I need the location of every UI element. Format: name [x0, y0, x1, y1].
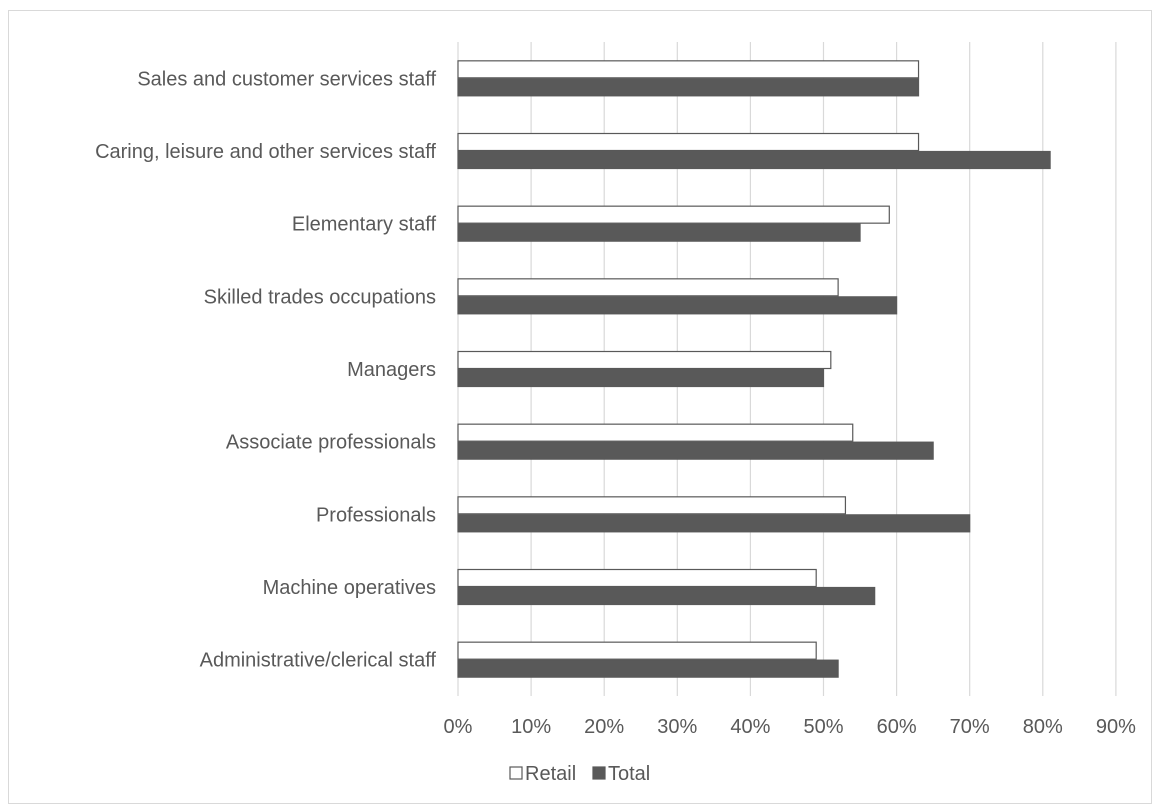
bar-total [457, 659, 839, 678]
bar-retail [457, 278, 839, 297]
bar-retail [457, 423, 854, 442]
bars [457, 60, 1051, 678]
legend-label: Total [608, 763, 650, 785]
legend-swatch [509, 766, 523, 780]
bar-retail [457, 496, 847, 515]
bar-total [457, 586, 876, 606]
bar-total [457, 150, 1051, 170]
bar-total [457, 296, 898, 315]
x-tick-label: 80% [1023, 716, 1063, 738]
bar-retail [457, 132, 920, 152]
x-tick-label: 60% [877, 716, 917, 738]
legend-item-total[interactable]: Total [592, 763, 650, 785]
bar-retail [457, 60, 920, 79]
legend[interactable]: Retail Total [509, 763, 650, 785]
category-label: Elementary staff [292, 214, 437, 236]
bar-retail [457, 568, 817, 588]
category-label: Associate professionals [226, 432, 436, 454]
category-label: Administrative/clerical staff [200, 650, 437, 672]
x-tick-label: 0% [444, 716, 473, 738]
legend-label: Retail [525, 763, 576, 785]
bar-retail [457, 641, 817, 660]
category-label: Caring, leisure and other services staff [95, 141, 436, 163]
category-label: Machine operatives [263, 577, 436, 599]
category-label: Sales and customer services staff [137, 68, 436, 90]
bar-total [457, 78, 920, 97]
bar-total [457, 514, 971, 533]
bar-retail [457, 205, 890, 224]
bar-total [457, 368, 825, 388]
x-tick-label: 10% [511, 716, 551, 738]
x-tick-label: 20% [584, 716, 624, 738]
legend-item-retail[interactable]: Retail [509, 763, 576, 785]
category-label: Managers [347, 359, 436, 381]
x-tick-label: 40% [730, 716, 770, 738]
legend-swatch [592, 766, 606, 780]
x-tick-label: 30% [657, 716, 697, 738]
bar-total [457, 441, 934, 460]
x-tick-label: 90% [1096, 716, 1136, 738]
x-axis-ticks: 0% 10% 20% 30% 40% 50% 60% 70% 80% 90% [444, 716, 1137, 738]
category-labels: Sales and customer services staff Caring,… [95, 68, 436, 671]
bar-retail [457, 350, 832, 370]
category-label: Professionals [316, 504, 436, 526]
category-label: Skilled trades occupations [204, 286, 436, 308]
x-tick-label: 70% [950, 716, 990, 738]
bar-total [457, 223, 861, 242]
x-tick-label: 50% [803, 716, 843, 738]
